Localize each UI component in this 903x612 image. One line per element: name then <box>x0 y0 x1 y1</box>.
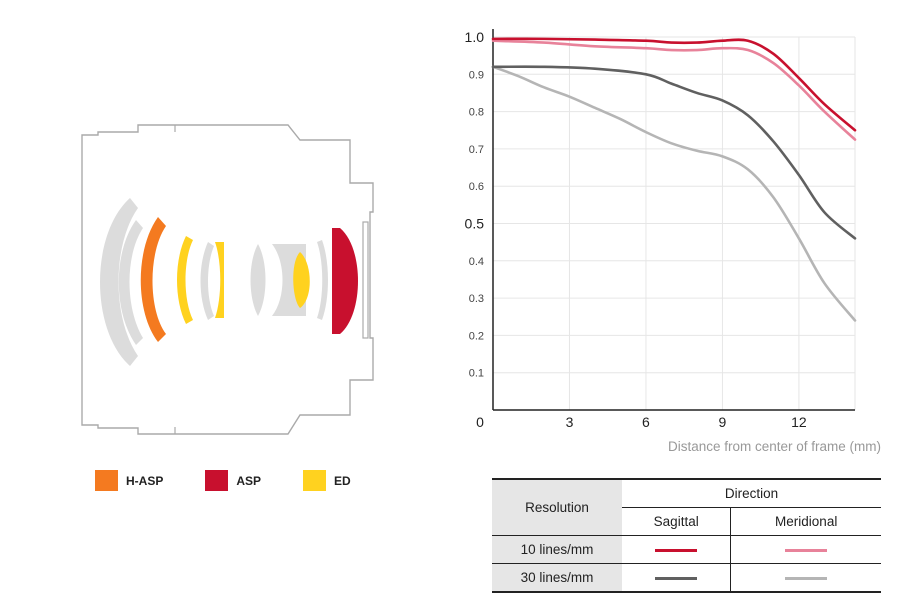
lens-element-ed-3 <box>293 252 310 308</box>
y-tick-label: 0.5 <box>465 216 485 232</box>
y-tick-label: 0.7 <box>469 144 484 156</box>
legend-swatch <box>95 470 118 491</box>
mtf-chart: 0.1 0.2 0.3 0.4 0.5 0.6 0.7 0.8 0.9 1.0 0 3 6 9 12 Dist… <box>465 29 881 454</box>
lens-element-6 <box>317 240 328 320</box>
y-tick-label: 0.4 <box>469 256 484 268</box>
x-tick-label: 6 <box>642 414 650 430</box>
meridional-line-sample <box>785 548 828 552</box>
legend-label: ED <box>334 473 351 488</box>
legend-label: ASP <box>236 473 262 488</box>
sagittal-header: Sagittal <box>622 507 732 536</box>
x-tick-label: 9 <box>719 414 727 430</box>
legend-label: H-ASP <box>126 473 164 488</box>
y-tick-label: 0.9 <box>469 69 484 81</box>
table-row: 10 lines/mm <box>492 535 881 564</box>
mtf-series-line-3 <box>491 65 857 322</box>
row-label: 30 lines/mm <box>492 563 622 592</box>
sagittal-line-sample <box>655 548 698 552</box>
lens-diagram <box>81 124 374 435</box>
y-tick-label: 0.1 <box>469 368 484 380</box>
lens-element-2 <box>118 220 143 345</box>
lens-element-ed-1 <box>177 236 193 324</box>
x-tick-label: 3 <box>566 414 574 430</box>
x-tick-label: 0 <box>476 414 484 430</box>
x-axis-title: Distance from center of frame (mm) <box>668 439 881 454</box>
meridional-header: Meridional <box>775 514 838 529</box>
y-tick-label: 1.0 <box>465 29 485 45</box>
lens-barrel-outline <box>81 124 374 435</box>
legend-swatch <box>205 470 229 491</box>
legend-item-ed: ED <box>303 470 351 491</box>
y-tick-label: 0.3 <box>469 293 484 305</box>
y-tick-label: 0.2 <box>469 330 484 342</box>
lens-element-ed-2 <box>215 242 224 318</box>
lens-element-h-asp <box>140 217 166 342</box>
row-label: 10 lines/mm <box>492 535 622 564</box>
y-tick-label: 0.6 <box>469 181 484 193</box>
legend-swatch <box>303 470 327 491</box>
mtf-series-line-2 <box>491 65 857 240</box>
lens-element-3 <box>200 242 214 320</box>
resolution-header: Resolution <box>492 479 622 536</box>
direction-header: Direction <box>622 479 881 508</box>
mtf-series-line-0 <box>491 37 857 132</box>
mtf-line-key-table: Resolution Direction Sagittal Meridional… <box>492 478 881 593</box>
legend-item-h-asp: H-ASP <box>95 470 163 491</box>
sensor-cover-glass <box>362 221 369 339</box>
lens-element-asp <box>332 228 358 334</box>
lens-element-1 <box>100 198 138 366</box>
table-row: 30 lines/mm <box>492 563 881 592</box>
x-tick-label: 12 <box>791 414 807 430</box>
lens-element-4 <box>250 244 266 316</box>
legend-item-asp: ASP <box>205 470 261 491</box>
lens-legend: H-ASP ASP ED <box>95 470 393 491</box>
meridional-line-sample <box>785 576 828 580</box>
y-tick-label: 0.8 <box>469 107 484 119</box>
sagittal-line-sample <box>655 576 698 580</box>
mtf-series-line-1 <box>491 39 857 141</box>
